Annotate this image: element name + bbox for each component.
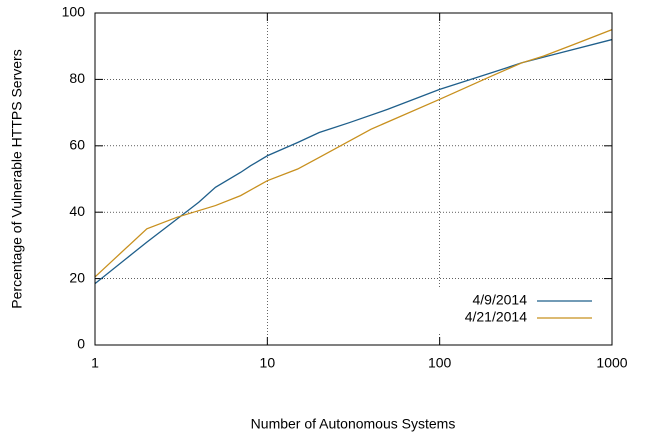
y-tick-label: 100 [62, 4, 86, 20]
y-axis-label: Percentage of Vulnerable HTTPS Servers [9, 49, 25, 308]
line-series [94, 38, 613, 285]
y-tick-label: 60 [69, 137, 85, 153]
y-tick-label: 40 [69, 203, 85, 219]
legend-label: 4/21/2014 [465, 309, 527, 325]
legend-label: 4/9/2014 [473, 292, 528, 308]
x-tick-label: 1 [91, 355, 99, 371]
y-tick-label: 0 [77, 336, 85, 352]
y-tick-label: 20 [69, 269, 85, 285]
x-tick-label: 10 [260, 355, 276, 371]
legend-background [380, 289, 611, 333]
x-axis-label: Number of Autonomous Systems [251, 416, 456, 432]
line-series [94, 28, 613, 278]
plot-frame [94, 12, 613, 346]
x-tick-label: 100 [428, 355, 452, 371]
y-tick-label: 80 [69, 70, 85, 86]
x-tick-label: 1000 [596, 355, 627, 371]
